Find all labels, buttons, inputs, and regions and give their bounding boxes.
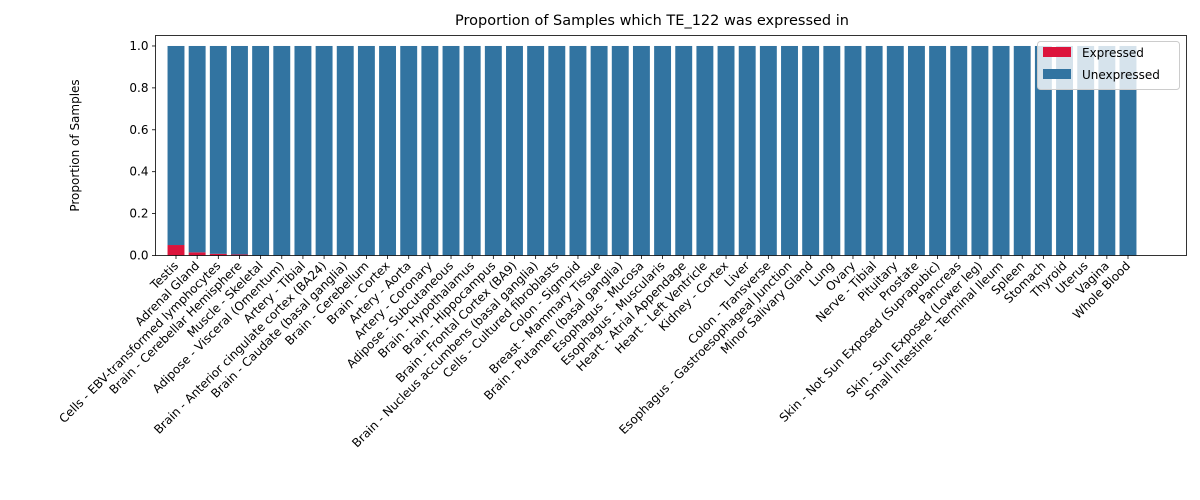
legend-swatch-unexpressed xyxy=(1043,69,1071,79)
legend-swatch-expressed xyxy=(1043,47,1071,57)
bar-unexpressed-artery-aorta xyxy=(400,45,418,256)
bar-unexpressed-heart-left-ventricle xyxy=(696,45,714,256)
bar-expressed-cells-ebv-transformed-lymphocytes xyxy=(209,253,227,256)
bar-unexpressed-stomach xyxy=(1034,45,1052,256)
bar-unexpressed-brain-caudate-basal-ganglia xyxy=(336,45,354,256)
bar-unexpressed-muscle-skeletal xyxy=(252,45,270,256)
bar-unexpressed-uterus xyxy=(1077,45,1095,256)
bar-unexpressed-pancreas xyxy=(950,45,968,256)
bar-unexpressed-esophagus-gastroesophageal-junction xyxy=(781,45,798,256)
bar-expressed-brain-cerebellar-hemisphere xyxy=(231,254,248,256)
y-tick-label: 0.4 xyxy=(129,165,148,179)
bar-unexpressed-adipose-subcutaneous xyxy=(442,45,460,256)
bar-unexpressed-brain-cerebellar-hemisphere xyxy=(231,45,248,255)
bar-unexpressed-lung xyxy=(823,45,841,256)
bar-unexpressed-brain-cerebellum xyxy=(357,45,375,256)
bar-unexpressed-prostate xyxy=(907,45,925,256)
bar-unexpressed-heart-atrial-appendage xyxy=(675,45,693,256)
bar-unexpressed-skin-not-sun-exposed-suprapubic xyxy=(929,45,947,256)
y-axis-title: Proportion of Samples xyxy=(68,79,82,211)
bar-unexpressed-minor-salivary-gland xyxy=(802,45,820,256)
bar-unexpressed-adrenal-gland xyxy=(188,45,206,253)
legend-label-expressed: Expressed xyxy=(1082,46,1144,60)
bar-unexpressed-esophagus-muscularis xyxy=(654,45,672,256)
legend: Expressed Unexpressed xyxy=(1037,41,1180,90)
bar-unexpressed-brain-hypothalamus xyxy=(463,45,481,256)
bar-unexpressed-vagina xyxy=(1098,45,1116,256)
bar-unexpressed-cells-cultured-fibroblasts xyxy=(548,45,566,256)
bar-unexpressed-kidney-cortex xyxy=(717,45,735,256)
y-tick-label: 0.2 xyxy=(129,207,148,221)
bar-unexpressed-esophagus-mucosa xyxy=(632,45,650,256)
bar-unexpressed-brain-anterior-cingulate-cortex-ba24 xyxy=(315,45,333,256)
bar-unexpressed-brain-frontal-cortex-ba9 xyxy=(506,45,523,256)
legend-label-unexpressed: Unexpressed xyxy=(1082,68,1160,82)
bar-unexpressed-pituitary xyxy=(886,45,904,256)
y-tick-label: 0.8 xyxy=(129,81,148,95)
y-tick-label: 0.0 xyxy=(129,249,148,263)
bar-unexpressed-brain-hippocampus xyxy=(484,45,502,256)
bar-unexpressed-liver xyxy=(738,45,756,256)
bar-unexpressed-breast-mammary-tissue xyxy=(590,45,608,256)
bar-unexpressed-nerve-tibial xyxy=(865,45,883,256)
bar-expressed-testis xyxy=(167,245,185,256)
bar-unexpressed-whole-blood xyxy=(1119,45,1137,256)
bar-unexpressed-colon-sigmoid xyxy=(569,45,587,256)
bar-unexpressed-small-intestine-terminal-ileum xyxy=(992,45,1010,256)
plot-frame xyxy=(155,35,1187,256)
bar-unexpressed-brain-putamen-basal-ganglia xyxy=(611,45,629,256)
bar-unexpressed-skin-sun-exposed-lower-leg xyxy=(971,45,989,256)
bar-unexpressed-colon-transverse xyxy=(759,45,777,256)
bar-unexpressed-thyroid xyxy=(1056,45,1073,256)
bars-group xyxy=(167,45,1137,256)
bar-unexpressed-spleen xyxy=(1013,45,1031,256)
bar-unexpressed-brain-nucleus-accumbens-basal-ganglia xyxy=(527,45,545,256)
bar-unexpressed-artery-coronary xyxy=(421,45,439,256)
bar-unexpressed-artery-tibial xyxy=(294,45,312,256)
y-axis: 0.0 0.2 0.4 0.6 0.8 1.0 xyxy=(129,39,156,263)
bar-expressed-adrenal-gland xyxy=(188,252,206,256)
bar-unexpressed-cells-ebv-transformed-lymphocytes xyxy=(209,45,227,254)
bar-unexpressed-adipose-visceral-omentum xyxy=(273,45,291,256)
bar-unexpressed-brain-cortex xyxy=(379,45,397,256)
chart-title: Proportion of Samples which TE_122 was e… xyxy=(455,13,849,29)
legend-box xyxy=(1037,41,1180,90)
bar-unexpressed-testis xyxy=(167,45,185,246)
y-tick-label: 0.6 xyxy=(129,123,148,137)
bar-unexpressed-ovary xyxy=(844,45,862,256)
y-tick-label: 1.0 xyxy=(129,39,148,53)
